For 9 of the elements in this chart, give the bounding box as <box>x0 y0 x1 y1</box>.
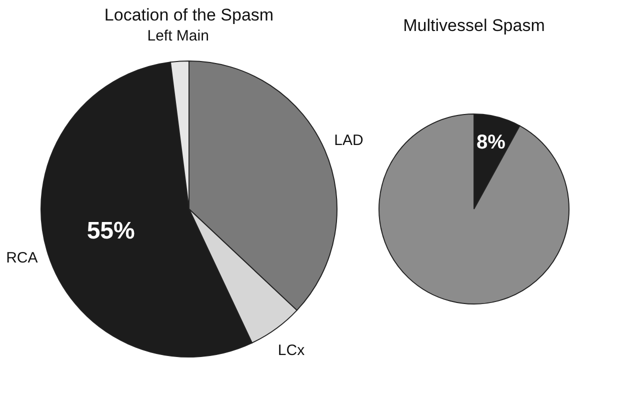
pie-slice <box>378 114 570 304</box>
slice-label: RCA <box>6 250 38 267</box>
data-label: 55% <box>86 218 135 245</box>
chart-title: Multivessel Spasm <box>403 16 545 35</box>
data-label: 8% <box>476 132 506 154</box>
chart-title: Location of the Spasm <box>104 5 274 24</box>
slice-label: LCx <box>278 342 306 359</box>
slice-label: LAD <box>334 132 364 149</box>
slice-label: Left Main <box>147 27 209 44</box>
